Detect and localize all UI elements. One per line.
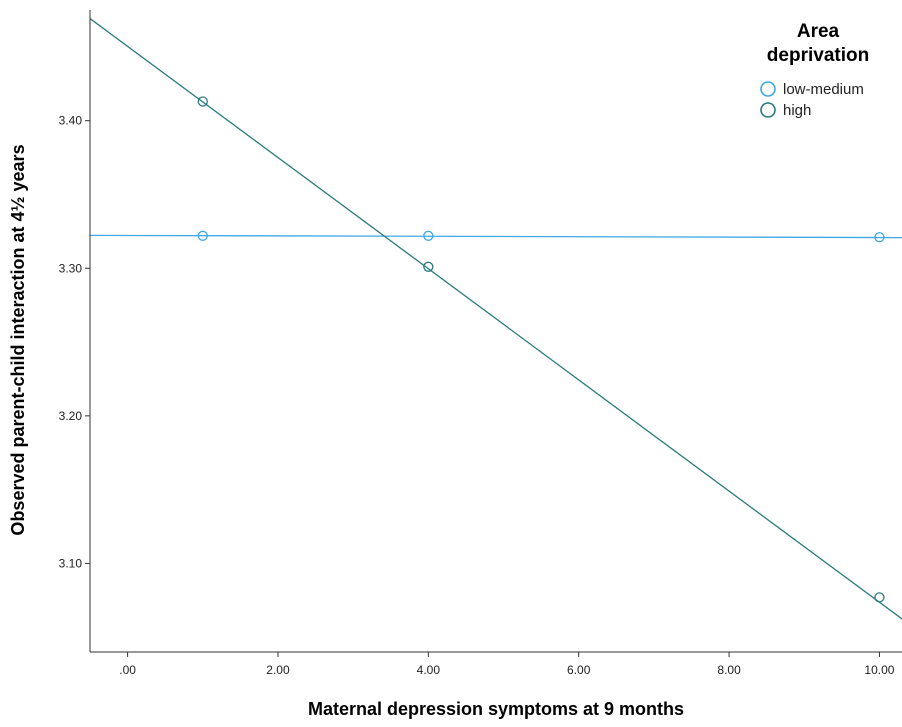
x-tick-label: .00 bbox=[119, 663, 136, 677]
x-tick-label: 8.00 bbox=[717, 663, 741, 677]
y-axis: 3.10 3.20 3.30 3.40 bbox=[59, 10, 91, 652]
series-high bbox=[90, 18, 902, 620]
data-point-high bbox=[423, 261, 434, 272]
legend-title-line-1: Area bbox=[797, 21, 840, 42]
legend: Area deprivation low-medium high bbox=[760, 21, 869, 119]
x-axis: .00 2.00 4.00 6.00 8.00 10.00 bbox=[90, 651, 902, 677]
data-point-low-medium bbox=[423, 230, 434, 241]
fit-line-low-medium bbox=[90, 234, 902, 239]
legend-label-high: high bbox=[783, 102, 811, 119]
x-tick-label: 10.00 bbox=[864, 663, 894, 677]
data-point-high bbox=[197, 96, 208, 107]
fit-line-high bbox=[90, 18, 902, 620]
legend-marker-high bbox=[760, 102, 776, 118]
y-tick-label: 3.10 bbox=[59, 556, 83, 570]
x-tick-label: 6.00 bbox=[567, 663, 591, 677]
y-tick-label: 3.20 bbox=[59, 409, 83, 423]
y-axis-title: Observed parent-child interaction at 4½ … bbox=[8, 144, 28, 535]
legend-marker-low-medium bbox=[760, 81, 776, 97]
data-point-low-medium bbox=[874, 232, 885, 243]
data-point-low-medium bbox=[197, 230, 208, 241]
data-point-high bbox=[874, 592, 885, 603]
x-tick-label: 4.00 bbox=[417, 663, 441, 677]
plot-area bbox=[90, 18, 902, 620]
x-tick-label: 2.00 bbox=[266, 663, 290, 677]
legend-title-line-2: deprivation bbox=[767, 45, 869, 66]
y-tick-label: 3.30 bbox=[59, 261, 83, 275]
series-low-medium bbox=[90, 230, 902, 243]
legend-label-low-medium: low-medium bbox=[783, 81, 864, 98]
y-tick-label: 3.40 bbox=[59, 114, 83, 128]
x-axis-title: Maternal depression symptoms at 9 months bbox=[308, 699, 684, 719]
legend-items: low-medium high bbox=[760, 81, 864, 119]
